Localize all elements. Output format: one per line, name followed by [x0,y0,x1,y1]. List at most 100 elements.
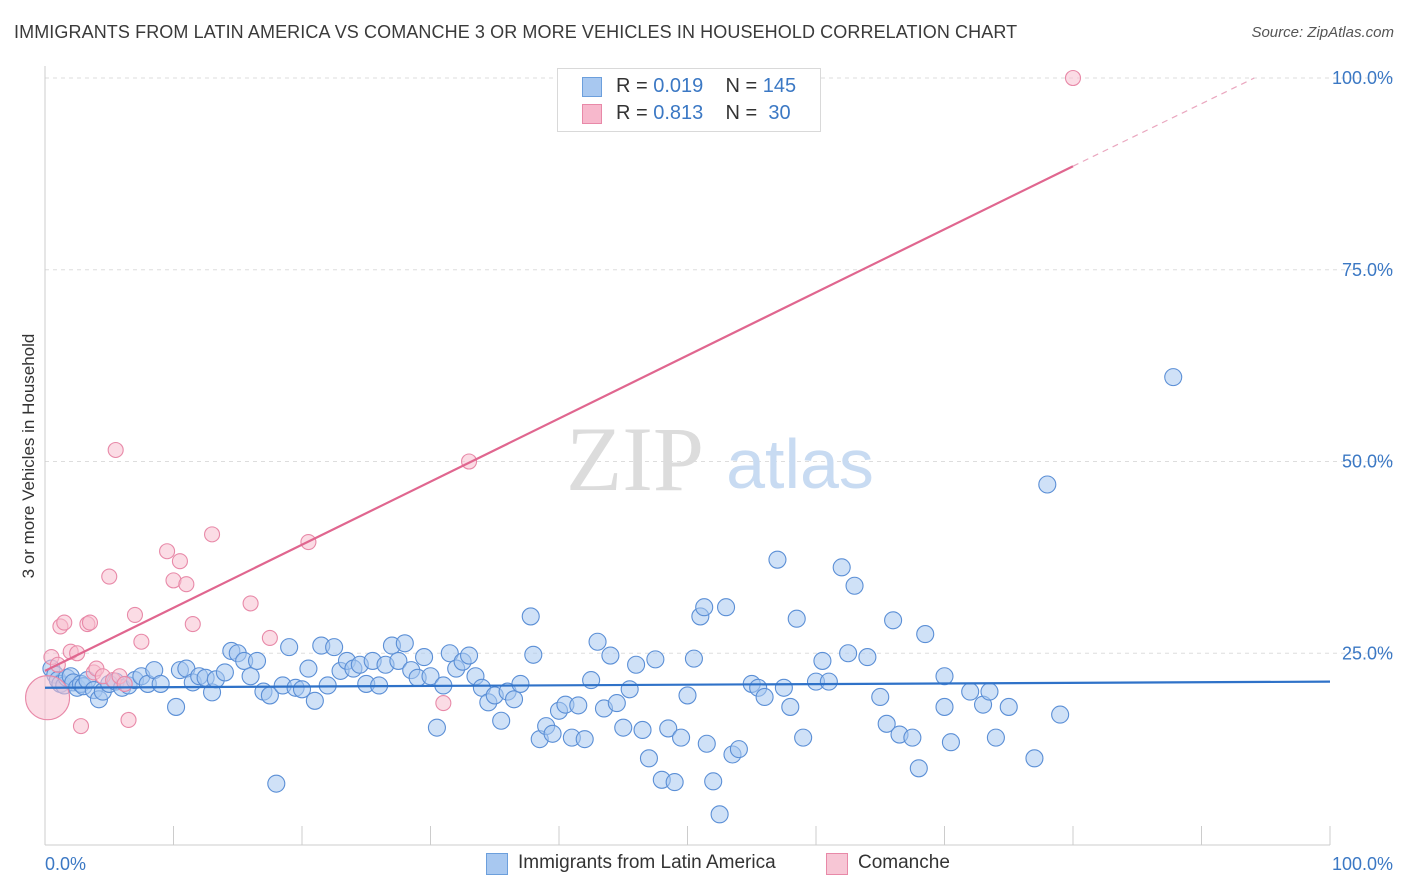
bottom-legend-label: Comanche [858,852,950,873]
data-point-latin-america [280,638,299,657]
legend-n-value: 145 [762,75,797,97]
data-point-latin-america [607,694,626,713]
data-point-latin-america [845,576,864,595]
watermark-atlas: atlas [726,425,874,503]
series-latin-america-points [42,368,1183,824]
data-point-comanche [120,711,137,729]
data-point-latin-america [755,687,774,707]
x-tick-label: 0.0% [45,854,86,874]
data-point-latin-america [794,728,813,747]
watermark-zip: ZIP [566,408,704,510]
data-point-latin-america [151,674,170,693]
x-tick-labels: 0.0% 100.0% [45,854,1393,874]
data-point-comanche [171,553,188,570]
data-point-latin-america [614,718,633,737]
data-point-latin-america [704,772,723,791]
data-point-latin-america [980,682,999,701]
legend-swatch-blue [582,77,602,97]
data-point-latin-america [871,687,890,707]
series-comanche-points [25,69,1082,735]
data-point-latin-america [1164,368,1183,387]
data-point-latin-america [839,644,858,663]
data-point-comanche [435,695,452,712]
trend-line-comanche [44,165,1074,672]
data-point-latin-america [695,598,714,617]
data-point-latin-america [646,650,665,669]
data-point-latin-america [292,680,312,699]
data-point-comanche [184,616,201,633]
data-point-latin-america [639,749,659,768]
data-point-latin-america [659,719,678,738]
data-point-latin-america [909,759,928,778]
data-point-latin-america [697,734,716,753]
legend-r-label: R = [616,102,654,124]
y-tick-label: 100.0% [1332,68,1393,88]
data-point-latin-america [1051,705,1070,724]
data-point-latin-america [729,740,748,759]
data-point-latin-america [710,805,729,824]
data-point-comanche [72,718,90,735]
data-point-latin-america [395,634,414,653]
data-point-latin-america [903,728,922,747]
data-point-latin-america [524,645,543,664]
data-point-latin-america [672,728,691,747]
data-point-latin-america [620,680,639,699]
data-point-comanche [242,595,259,612]
x-tick-label: 100.0% [1332,854,1393,874]
data-point-latin-america [504,690,524,709]
legend-n-label: N = [725,75,763,97]
y-tick-labels: 25.0% 50.0% 75.0% 100.0% [1332,68,1393,663]
data-point-comanche [116,675,133,692]
data-point-latin-america [935,667,954,686]
data-point-latin-america [684,649,703,668]
data-point-latin-america [877,714,896,733]
watermark: ZIP atlas [566,408,874,510]
data-point-latin-america [267,774,286,793]
data-point-latin-america [941,733,960,752]
data-point-latin-america [678,686,697,705]
data-point-latin-america [440,644,459,663]
data-point-latin-america [511,674,530,693]
data-point-latin-america [935,697,954,716]
data-point-comanche [107,441,124,459]
legend-r-value: 0.813 [653,102,704,124]
data-point-latin-america [492,711,511,730]
data-point-latin-america [305,691,324,710]
trend-lines [44,77,1331,689]
data-point-latin-america [781,697,800,716]
bottom-legend-label: Immigrants from Latin America [518,852,776,873]
data-point-latin-america [819,672,838,691]
data-point-latin-america [415,648,434,667]
data-point-latin-america [961,682,980,701]
data-point-latin-america [421,667,440,686]
legend-swatch-pink [582,104,602,124]
data-point-latin-america [521,607,540,626]
data-point-comanche [178,576,195,593]
data-point-latin-america [999,697,1018,716]
data-point-latin-america [459,646,479,665]
data-point-comanche [56,614,73,631]
y-tick-label: 75.0% [1342,260,1393,280]
data-point-latin-america [247,651,267,670]
data-point-latin-america [389,651,408,670]
data-point-comanche [81,614,99,631]
data-point-latin-america [813,651,832,670]
data-point-latin-america [627,655,646,674]
chart-title: IMMIGRANTS FROM LATIN AMERICA VS COMANCH… [14,22,1018,42]
bottom-legend-swatch-blue [486,853,508,875]
y-axis-label: 3 or more Vehicles in Household [19,334,38,579]
data-point-comanche [204,526,221,543]
data-point-latin-america [986,728,1005,747]
data-point-comanche [159,543,176,560]
y-tick-label: 50.0% [1342,452,1393,472]
data-point-latin-america [299,659,318,678]
data-point-latin-america [832,558,851,577]
data-point-comanche [1064,69,1082,87]
data-point-latin-america [716,598,736,617]
data-point-latin-america [543,724,562,743]
correlation-legend: R = 0.019 N = 145 R = 0.813 N = 30 [557,68,821,132]
data-point-latin-america [665,773,684,792]
data-point-comanche [133,633,150,650]
data-point-latin-america [588,632,607,651]
y-tick-label: 25.0% [1342,643,1393,663]
